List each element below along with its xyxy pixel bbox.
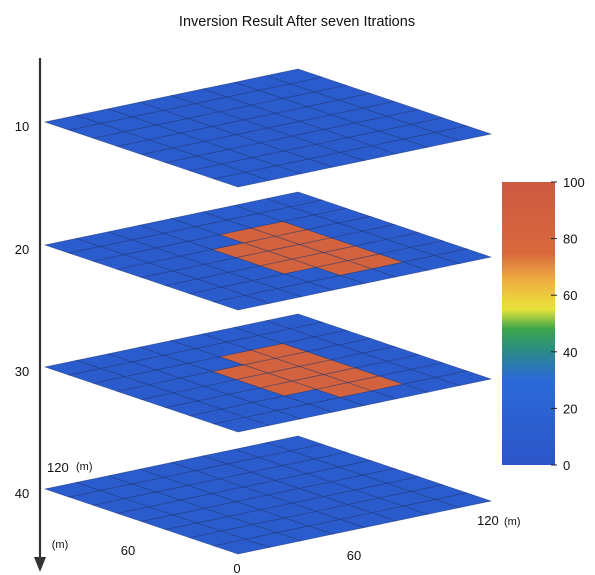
- y-tick-60: 60: [121, 543, 135, 558]
- depth-tick-20: 20: [15, 242, 29, 257]
- grid-cell: [433, 370, 493, 386]
- depth-axis-arrow: [34, 557, 46, 572]
- depth-tick-labels: 10 20 30 40: [15, 119, 29, 501]
- layer-depth-40: [43, 435, 493, 555]
- x-tick-60: 60: [347, 548, 361, 563]
- x-tick-120: 120: [477, 513, 499, 528]
- grid-cell: [433, 248, 493, 264]
- x-axis-unit: (m): [504, 516, 521, 528]
- y-axis-unit-lower: (m): [52, 539, 69, 551]
- chart-title: Inversion Result After seven Itrations: [179, 14, 415, 30]
- depth-tick-30: 30: [15, 364, 29, 379]
- depth-layers: [43, 68, 493, 555]
- colorbar: [502, 182, 555, 465]
- grid-cell: [433, 125, 493, 141]
- colorbar-tick-label: 80: [563, 232, 577, 247]
- y-tick-120: 120: [47, 460, 69, 475]
- colorbar-tick-label: 20: [563, 401, 577, 416]
- colorbar-ticks: 0 20 40 60 80 100: [551, 175, 585, 473]
- layer-depth-10: [43, 68, 493, 188]
- colorbar-tick-label: 0: [563, 458, 570, 473]
- layer-depth-30: [43, 313, 493, 433]
- x-tick-0: 0: [233, 561, 240, 575]
- y-axis-unit-upper: (m): [76, 461, 93, 473]
- depth-tick-40: 40: [15, 486, 29, 501]
- grid-cell: [433, 492, 493, 508]
- colorbar-tick-label: 60: [563, 288, 577, 303]
- colorbar-tick-label: 100: [563, 175, 585, 190]
- depth-tick-10: 10: [15, 119, 29, 134]
- colorbar-tick-label: 40: [563, 345, 577, 360]
- layer-depth-20: [43, 191, 493, 311]
